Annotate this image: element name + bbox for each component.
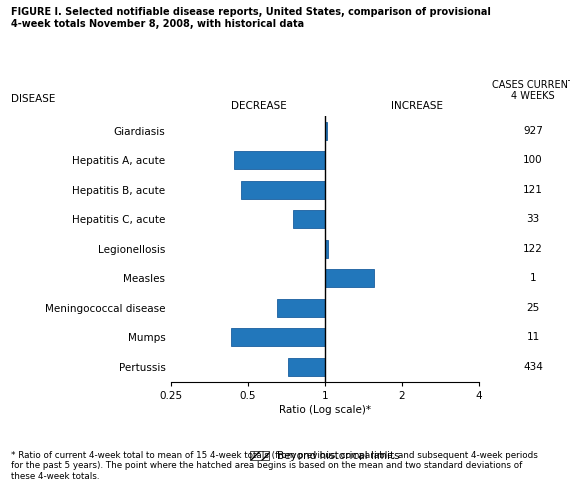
Text: INCREASE: INCREASE [392, 100, 443, 111]
Bar [234, 151, 325, 169]
Bar [293, 211, 325, 228]
Text: 434: 434 [523, 362, 543, 372]
Text: 927: 927 [523, 126, 543, 136]
Text: 33: 33 [526, 214, 540, 224]
Text: 100: 100 [523, 155, 543, 165]
Text: CASES CURRENT
4 WEEKS: CASES CURRENT 4 WEEKS [492, 80, 570, 101]
Text: 11: 11 [526, 332, 540, 342]
Text: 122: 122 [523, 244, 543, 254]
Text: 1: 1 [530, 273, 536, 283]
Text: * Ratio of current 4-week total to mean of 15 4-week totals (from previous, comp: * Ratio of current 4-week total to mean … [11, 451, 538, 481]
Text: DISEASE: DISEASE [11, 94, 56, 104]
Legend: Beyond historical limits: Beyond historical limits [250, 452, 400, 461]
X-axis label: Ratio (Log scale)*: Ratio (Log scale)* [279, 405, 371, 415]
Bar [325, 122, 327, 140]
Text: FIGURE I. Selected notifiable disease reports, United States, comparison of prov: FIGURE I. Selected notifiable disease re… [11, 7, 491, 29]
Text: DECREASE: DECREASE [231, 100, 286, 111]
Bar [231, 328, 325, 346]
Bar [288, 358, 325, 376]
Bar [325, 270, 373, 287]
Bar [277, 299, 325, 317]
Text: 121: 121 [523, 185, 543, 195]
Bar [241, 181, 325, 199]
Bar [325, 240, 328, 257]
Text: 25: 25 [526, 303, 540, 313]
